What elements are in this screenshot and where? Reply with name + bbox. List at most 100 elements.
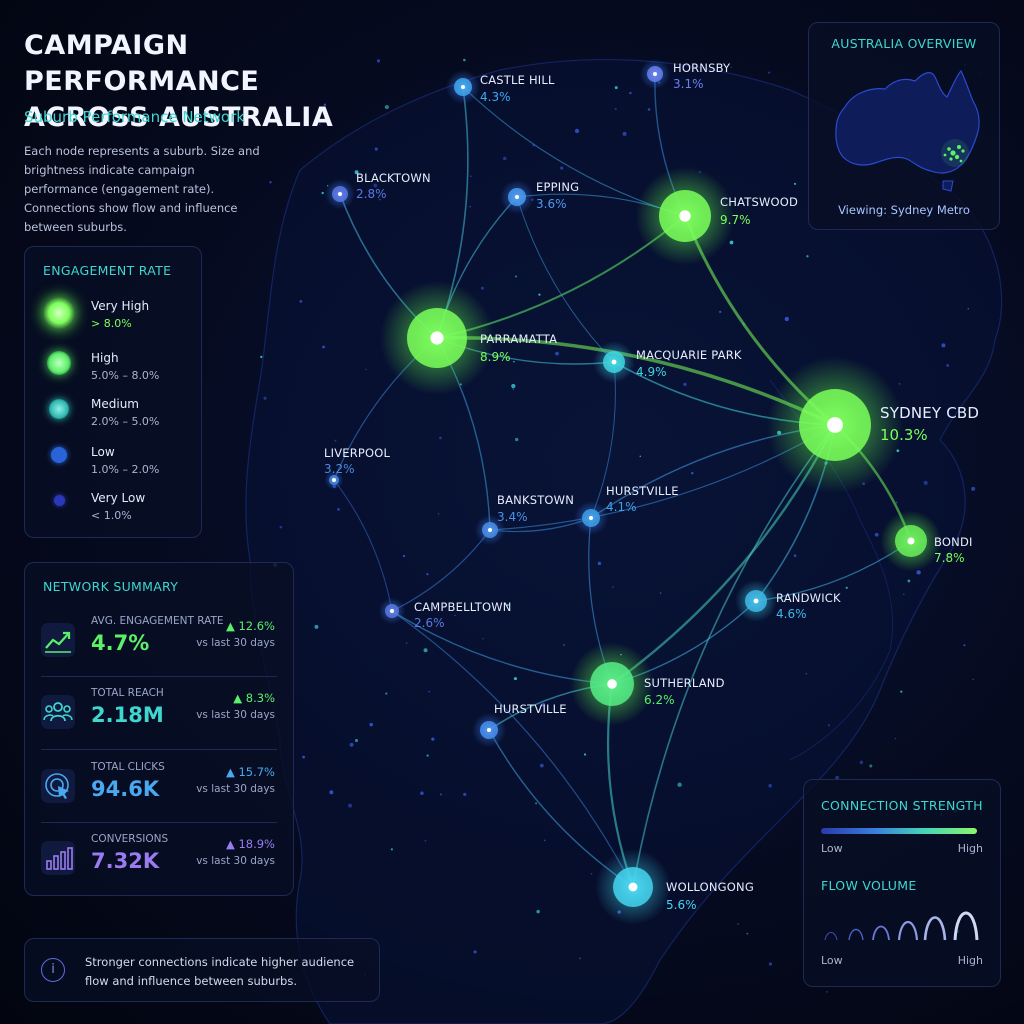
node-hurstville-east[interactable] [573,500,609,536]
background-dot [428,690,431,693]
node-wollongong[interactable] [595,849,671,925]
legend-item-very-low: Very Low < 1.0% [25,489,201,533]
background-dot [314,624,319,629]
label-sutherland: SUTHERLAND [644,676,725,690]
background-dot [390,848,393,851]
node-bankstown[interactable] [474,514,506,546]
background-dot [515,437,519,442]
background-dot [610,490,612,492]
connection-line [516,196,615,363]
network-summary-panel: NETWORK SUMMARY AVG. ENGAGEMENT RATE 4.7… [24,562,294,896]
background-dot [963,644,966,647]
background-dot [746,932,749,935]
node-blacktown[interactable] [324,178,356,210]
cursor-click-icon [41,769,75,803]
connection-legend-panel: CONNECTION STRENGTH Low High FLOW VOLUME… [803,779,1001,987]
background-dot [683,382,687,386]
node-bondi[interactable] [880,510,942,572]
background-dot [511,383,516,389]
node-sydney-cbd[interactable] [766,356,904,494]
bar-chart-icon [41,841,75,875]
australia-minimap[interactable] [823,59,985,199]
label-randwick: RANDWICK [776,591,841,605]
node-castle-hill[interactable] [445,69,481,105]
node-hornsby[interactable] [639,58,671,90]
background-dot [971,486,976,491]
metric-conversions: CONVERSIONS 7.32K ▲ 18.9% vs last 30 day… [25,827,293,899]
very-high-dot-icon [43,297,75,329]
background-dot [269,181,272,184]
connection-strength-gradient [821,828,977,834]
node-parramatta[interactable] [380,281,494,395]
node-liverpool[interactable] [324,470,344,490]
background-dot [405,642,408,644]
node-center [827,417,843,433]
background-dot [543,839,546,842]
people-icon [41,695,75,729]
background-dot [354,170,359,175]
background-dot [898,382,901,385]
node-sutherland[interactable] [570,642,654,726]
background-dot [431,737,435,741]
background-dot [560,166,564,170]
background-dot [614,86,618,90]
node-center [753,598,759,604]
background-dot [321,191,324,195]
pct-bankstown: 3.4% [497,510,528,524]
background-dot [612,586,614,588]
background-dot [597,561,602,566]
connection-line [333,479,393,612]
background-dot [349,742,354,747]
pct-wollongong: 5.6% [666,898,697,912]
legend-item-very-high: Very High > 8.0% [25,297,201,341]
background-dot [437,513,440,515]
background-dot [322,345,325,349]
background-dot [354,738,359,743]
pct-macquarie-park: 4.9% [636,365,667,379]
background-dot [768,71,771,74]
background-dot [967,308,969,310]
background-dot [719,310,722,314]
pct-bondi: 7.8% [934,551,965,565]
background-dot [730,66,732,68]
background-dot [532,143,536,147]
background-dot [793,554,797,558]
label-macquarie-park: MACQUARIE PARK [636,348,742,362]
label-sydney-cbd: SYDNEY CBD [880,404,980,422]
australia-overview-panel[interactable]: AUSTRALIA OVERVIEW Viewing: Sydney Metro [808,22,1000,230]
node-randwick[interactable] [735,580,777,622]
background-dot [583,753,587,756]
background-dot [373,183,378,188]
background-dot [473,950,477,954]
background-dot [923,480,928,485]
connection-line [391,610,634,888]
node-epping[interactable] [499,179,535,215]
node-macquarie-park[interactable] [593,341,635,383]
background-dot [513,677,517,681]
background-dot [590,872,593,875]
metric-reach: TOTAL REACH 2.18M ▲ 8.3% vs last 30 days [25,681,293,753]
node-chatswood[interactable] [635,166,735,266]
pct-epping: 3.6% [536,197,567,211]
pct-chatswood: 9.7% [720,213,751,227]
node-campbelltown[interactable] [378,597,406,625]
label-parramatta: PARRAMATTA [480,332,558,346]
label-wollongong: WOLLONGONG [666,880,754,894]
label-bondi: BONDI [934,535,973,549]
background-dot [454,614,456,617]
background-dot [629,91,632,95]
background-dot [622,131,627,136]
pct-hornsby: 3.1% [673,77,704,91]
strength-high-label: High [957,842,983,855]
pct-liverpool: 3.2% [324,462,355,476]
node-hurstville-south[interactable] [471,712,507,748]
flow-volume-title: FLOW VOLUME [821,878,917,893]
background-dot [535,802,537,805]
background-dot [941,343,946,348]
node-center [488,528,492,532]
low-dot-icon [51,447,67,463]
node-center [487,728,491,732]
legend-item-low: Low 1.0% – 2.0% [25,443,201,487]
background-dot [680,679,684,683]
node-center [628,882,638,892]
